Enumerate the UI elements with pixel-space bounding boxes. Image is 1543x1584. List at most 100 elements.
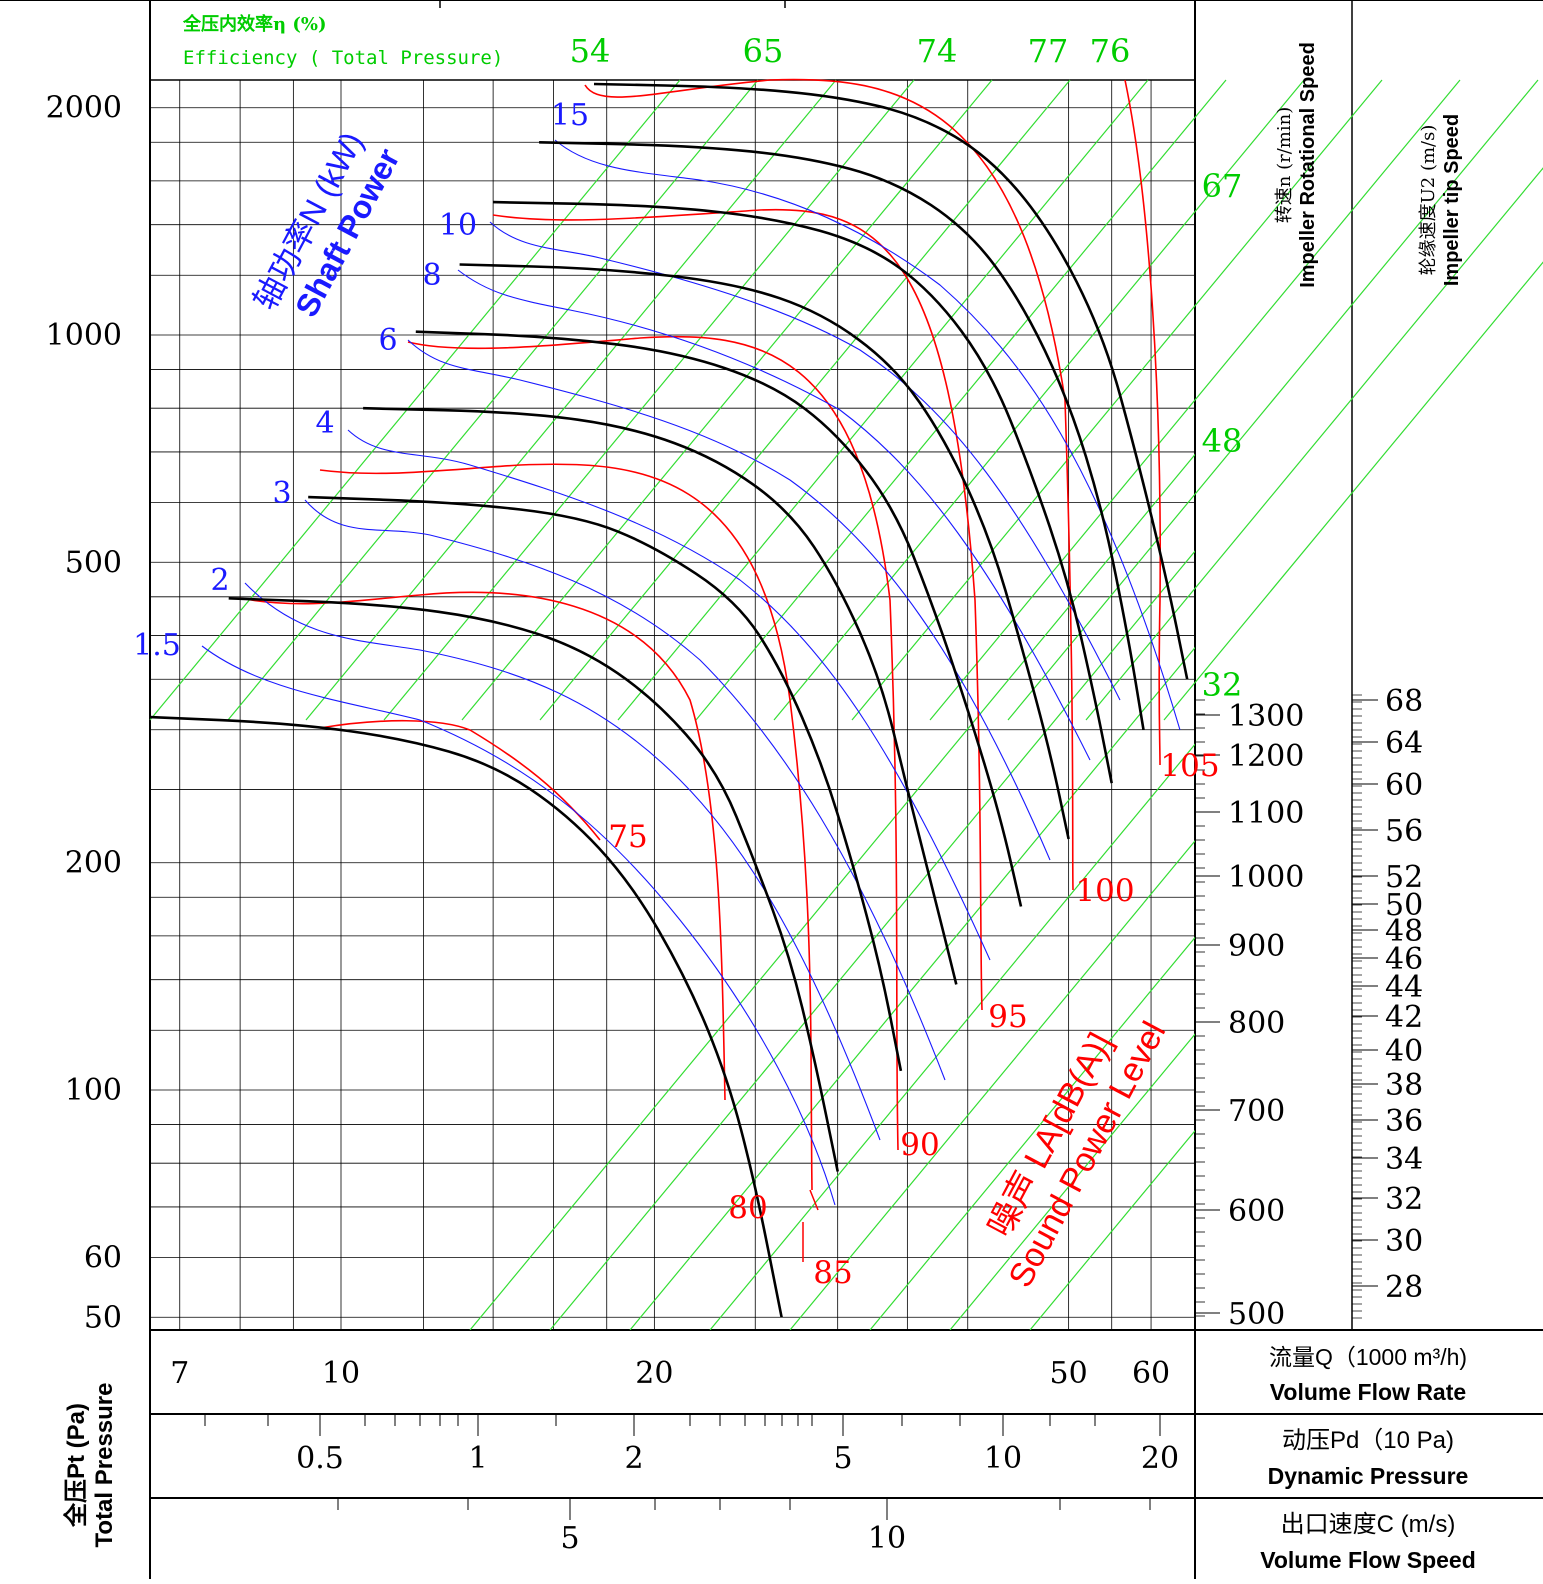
speed-diagonal-line [1163,261,1543,721]
speed-diagonals [149,79,1543,1330]
speed-title-cn: 转速n (r/min) [1274,107,1295,223]
efficiency-label: 67 [1202,167,1243,205]
speed-tick-label: 700 [1228,1094,1285,1129]
power-title-group: 轴功率N (kW)Shaft Power [246,126,406,323]
x-tick-label: 7 [170,1356,189,1391]
efficiency-curve [407,335,899,1151]
speed-diagonal-line [461,79,993,721]
tip-title-group: 轮缘速度U2 (m/s) Impeller tip Speed [1418,114,1463,286]
speed-tick-label: 600 [1228,1194,1285,1229]
speed-tick-label: 1000 [1228,860,1304,895]
shaft-power-curve [347,429,991,961]
speed-tick-label: 800 [1228,1006,1285,1041]
y-title-group: 全压Pt (Pa) Total Pressure [62,1383,118,1548]
speed-title-en: Impeller Rotational Speed [1297,42,1319,288]
pressure-curve-1200 [539,141,1145,731]
x-tick-label: 20 [635,1356,673,1391]
speed-tick-label: 1200 [1228,739,1304,774]
tip-title-cn: 轮缘速度U2 (m/s) [1418,125,1439,276]
tip-speed-tick-label: 36 [1385,1104,1423,1139]
speed-tick-label: 500 [1228,1297,1285,1332]
tip-speed-tick-label: 44 [1385,970,1423,1005]
tip-speed-tick-label: 40 [1385,1034,1423,1069]
shaft-power-curves [201,139,1181,1206]
pressure-curve-700 [308,495,903,1072]
shaft-power-curve [457,269,1091,761]
speed-diagonal-line [869,936,1195,1330]
tip-speed-tick-label: 28 [1385,1270,1423,1305]
shaft-power-label: 15 [551,98,589,133]
speed-diagonal-line [549,550,1195,1330]
speed-diagonal-line [851,79,1383,721]
chart-labels: 54 65 74 77 766748321510864321.5758085909510… [133,32,1242,1291]
noise-label: 80 [728,1190,767,1226]
tip-speed-tick-label: 32 [1385,1182,1423,1217]
speed-diagonal-line [629,646,1195,1330]
noise-label: 85 [813,1255,852,1291]
efficiency-curve [319,719,601,841]
tip-speed-tick-label: 34 [1385,1142,1423,1177]
efficiency-header-cn: 全压内效率η (%) [182,13,327,35]
y-tick-label: 60 [84,1240,122,1275]
tip-speed-tick-label: 68 [1385,684,1423,719]
pd-title-en: Dynamic Pressure [1268,1463,1469,1489]
pressure-curve-1300 [593,82,1189,680]
tip-speed-tick-label: 38 [1385,1068,1423,1103]
efficiency-label: 54 [570,32,611,70]
efficiency-curve [584,78,1074,891]
pd-tick-label: 5 [833,1441,852,1476]
efficiency-label: 65 [743,32,784,70]
efficiency-label: 32 [1202,666,1243,704]
speed-diagonal-line [539,79,1071,721]
y-tick-label: 50 [84,1300,122,1335]
tip-speed-tick-label: 60 [1385,768,1423,803]
speed-title-group: 转速n (r/min) Impeller Rotational Speed [1274,42,1319,288]
shaft-power-label: 3 [272,476,291,511]
c-title-en: Volume Flow Speed [1260,1547,1476,1573]
speed-diagonal-line [789,840,1195,1330]
c-tick-label: 5 [560,1521,579,1556]
noise-label: 105 [1160,748,1219,784]
efficiency-curve [239,591,726,1101]
tip-speed-tick-label: 46 [1385,942,1423,977]
x-title-cn: 流量Q（1000 m³/h) [1269,1344,1467,1370]
pd-tick-label: 20 [1141,1441,1179,1476]
speed-diagonal-line [383,79,915,721]
shaft-power-curve [489,221,1121,701]
pressure-curve-800 [363,406,958,985]
pressure-curve-1000 [459,263,1070,840]
y-tick-label: 2000 [46,91,122,126]
y-tick-label: 1000 [46,318,122,353]
efficiency-curve [319,463,813,1191]
speed-diagonal-line [949,1033,1195,1330]
shaft-power-label: 6 [378,323,397,358]
shaft-power-label: 10 [439,208,477,243]
noise-mark [809,1189,819,1211]
pressure-curve-900 [415,330,1023,907]
efficiency-curve [492,208,983,1011]
speed-tick-label: 1300 [1228,699,1304,734]
speed-diagonal-line [469,453,1195,1330]
speed-diagonal-line [929,79,1461,721]
speed-diagonal-line [149,79,681,721]
pressure-curve-1100 [493,200,1113,784]
speed-diagonal-line [305,79,837,721]
shaft-power-curve [554,139,1181,731]
y-tick-label: 100 [65,1073,122,1108]
efficiency-label: 74 [917,32,958,70]
shaft-power-curve [304,499,946,1081]
pressure-curve-500 [150,715,783,1318]
shaft-power-label: 2 [210,563,229,598]
chart-grid [150,80,1195,1330]
speed-diagonal-line [227,79,759,721]
noise-label: 100 [1075,873,1134,909]
efficiency-header-en: Efficiency ( Total Pressure) [183,47,503,69]
x-tick-label: 50 [1050,1356,1088,1391]
pd-tick-label: 0.5 [296,1441,344,1476]
c-title-cn: 出口速度C (m/s) [1281,1511,1456,1538]
shaft-power-curve [244,582,881,1141]
speed-diagonal-line [695,79,1227,721]
efficiency-curves [239,78,1162,1191]
noise-label: 75 [608,819,647,855]
axis-titles: 全压内效率η (%) Efficiency ( Total Pressure) 轴功… [62,13,1476,1573]
